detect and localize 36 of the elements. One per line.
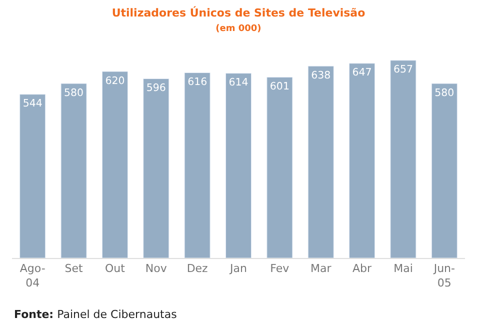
x-tick-label: Mai	[394, 262, 413, 276]
bar	[266, 76, 293, 258]
bar	[20, 94, 46, 258]
data-label: 614	[228, 78, 248, 89]
bar	[102, 71, 128, 258]
x-tick-label: Fev	[270, 262, 290, 276]
data-label: 601	[270, 82, 290, 93]
x-tick-label: Jan	[229, 262, 247, 276]
data-label: 647	[352, 68, 372, 79]
x-tick-label: Mar	[310, 262, 332, 276]
data-label: 657	[393, 64, 413, 76]
bar	[143, 78, 170, 258]
data-label: 638	[311, 70, 331, 82]
bar	[349, 63, 376, 258]
source-note: Fonte: Painel de Cibernautas	[14, 308, 178, 321]
bar	[431, 83, 458, 258]
x-tick-label: Dez	[186, 262, 208, 276]
data-label: 596	[146, 83, 166, 94]
chart-title: Utilizadores Únicos de Sites de Televisão	[112, 6, 366, 20]
bar	[308, 66, 334, 258]
bar	[225, 73, 252, 258]
x-tick-label: Jun- 05	[432, 262, 456, 290]
x-tick-label: Set	[64, 262, 84, 276]
data-label: 616	[188, 77, 208, 88]
data-label: 580	[434, 88, 454, 99]
x-tick-label: Nov	[145, 262, 168, 276]
bar	[390, 60, 416, 258]
x-tick-label: Abr	[352, 262, 372, 276]
x-tick-label: Ago- 04	[20, 262, 46, 290]
x-tick-label: Out	[104, 262, 126, 276]
data-label: 544	[22, 98, 42, 110]
bar	[60, 83, 87, 258]
data-label: 620	[105, 76, 125, 87]
bar	[184, 72, 210, 258]
data-label: 580	[64, 88, 84, 99]
chart-subtitle: (em 000)	[216, 24, 262, 34]
